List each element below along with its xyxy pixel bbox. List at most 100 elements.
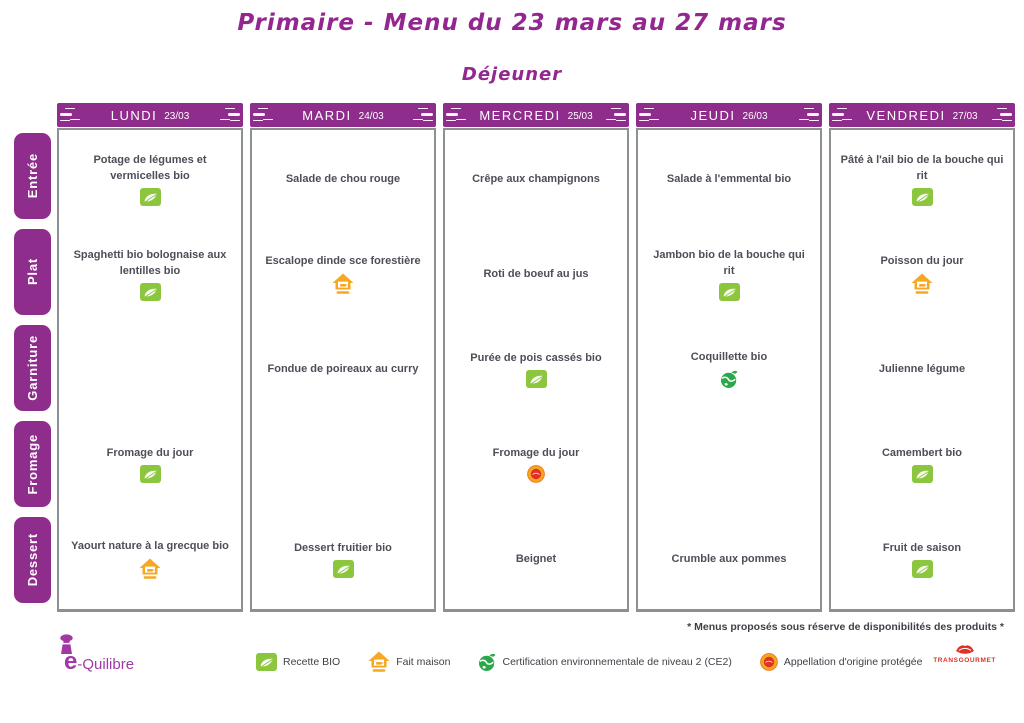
dish-name: Spaghetti bio bolognaise aux lentilles b… <box>73 249 227 277</box>
day-column-lundi: LUNDI 23/03 Potage de légumes et vermicell… <box>57 103 243 612</box>
menu-cell-entree-mardi: Salade de chou rouge <box>252 132 434 227</box>
dish-name: Escalope dinde sce forestière <box>265 254 421 267</box>
day-name: LUNDI <box>110 107 158 123</box>
recette-bio-icon <box>525 370 547 389</box>
dish-name: Purée de pois cassés bio <box>470 351 602 364</box>
ce2-certification-icon <box>478 653 496 672</box>
aop-icon <box>760 653 778 671</box>
icon-legend: Recette BIO Fait maison Certification envi… <box>256 651 922 673</box>
day-column-vendredi: VENDREDI 27/03 Pâté à l'ail bio de la bouc… <box>829 103 1015 612</box>
recette-bio-icon <box>139 465 161 484</box>
dish-name: Fondue de poireaux au curry <box>267 362 419 375</box>
menu-cell-plat-jeudi: Jambon bio de la bouche qui rit <box>638 227 820 322</box>
menu-cell-fromage-mardi <box>252 417 434 512</box>
row-label-dessert: Dessert <box>14 517 51 603</box>
brush-splatter-icon <box>807 113 819 116</box>
recette-bio-icon <box>911 465 933 484</box>
equilibre-logo-letter: e <box>64 648 78 675</box>
dish-name: Coquillette bio <box>690 351 768 364</box>
brush-splatter-icon <box>614 113 626 116</box>
dish-name: Fruit de saison <box>882 541 962 554</box>
menu-cell-plat-mardi: Escalope dinde sce forestière <box>252 227 434 322</box>
brush-splatter-icon <box>446 113 458 116</box>
day-name: MERCREDI <box>479 107 561 123</box>
row-label-text: Garniture <box>25 335 40 401</box>
transgourmet-logo: TRANSGOURMET <box>933 643 996 664</box>
transgourmet-icon <box>954 643 976 656</box>
day-name: JEUDI <box>690 107 736 123</box>
menu-cell-dessert-mercredi: Beignet <box>445 512 627 607</box>
day-name: MARDI <box>302 107 352 123</box>
day-header-mercredi: MERCREDI 25/03 <box>443 103 629 127</box>
day-header-mardi: MARDI 24/03 <box>250 103 436 127</box>
legend-item-recette-bio: Recette BIO <box>256 653 340 671</box>
day-date: 27/03 <box>952 110 978 122</box>
recette-bio-icon <box>911 560 933 579</box>
equilibre-logo-text: -Quilibre <box>77 655 135 673</box>
fait-maison-icon <box>368 651 390 673</box>
menu-cell-entree-jeudi: Salade à l'emmental bio <box>638 132 820 227</box>
legend-label: Recette BIO <box>283 656 341 668</box>
legend-label: Fait maison <box>396 656 451 668</box>
brush-splatter-icon <box>228 113 240 116</box>
brush-splatter-icon <box>60 113 72 116</box>
dish-name: Poisson du jour <box>880 254 964 267</box>
menu-cell-plat-vendredi: Poisson du jour <box>831 227 1013 322</box>
day-header-vendredi: VENDREDI 27/03 <box>829 103 1015 127</box>
day-menu-box: Pâté à l'ail bio de la bouche qui rit Poi… <box>829 128 1015 612</box>
dish-name: Crêpe aux champignons <box>472 172 600 185</box>
day-date: 24/03 <box>358 110 384 122</box>
transgourmet-logo-text: TRANSGOURMET <box>933 657 996 664</box>
recette-bio-icon <box>139 187 161 206</box>
fait-maison-icon <box>911 273 933 295</box>
day-name: VENDREDI <box>866 107 946 123</box>
chef-icon <box>58 634 75 658</box>
menu-cell-entree-mercredi: Crêpe aux champignons <box>445 132 627 227</box>
brush-splatter-icon <box>1000 113 1012 116</box>
meal-subtitle: Déjeuner <box>461 64 563 85</box>
row-label-text: Dessert <box>25 533 40 587</box>
fait-maison-icon <box>332 273 354 295</box>
dish-name: Dessert fruitier bio <box>294 541 392 554</box>
equilibre-logo: e -Quilibre <box>58 634 134 674</box>
recette-bio-icon <box>332 560 354 579</box>
brush-splatter-icon <box>421 113 433 116</box>
row-label-fromage: Fromage <box>14 421 51 507</box>
dish-name: Crumble aux pommes <box>671 552 787 565</box>
legend-label: Appellation d'origine protégée <box>783 656 923 668</box>
day-header-jeudi: JEUDI 26/03 <box>636 103 822 127</box>
page-title: Primaire - Menu du 23 mars au 27 mars <box>237 10 787 36</box>
menu-cell-garniture-mercredi: Purée de pois cassés bio <box>445 322 627 417</box>
legend-item-fait-maison: Fait maison <box>368 651 450 673</box>
day-menu-box: Potage de légumes et vermicelles bio Spag… <box>57 128 243 612</box>
day-date: 25/03 <box>567 110 593 122</box>
dish-name: Pâté à l'ail bio de la bouche qui rit <box>840 154 1004 182</box>
dish-name: Julienne légume <box>878 362 966 375</box>
legend-label: Certification environnementale de niveau… <box>502 656 732 668</box>
row-labels-column: Entrée Plat Garniture Fromage Dessert <box>14 133 51 603</box>
menu-cell-dessert-lundi: Yaourt nature à la grecque bio <box>59 512 241 607</box>
menu-cell-garniture-vendredi: Julienne légume <box>831 322 1013 417</box>
day-menu-box: Salade de chou rouge Escalope dinde sce f… <box>250 128 436 612</box>
day-menu-box: Crêpe aux champignons Roti de boeuf au ju… <box>443 128 629 612</box>
menu-cell-dessert-vendredi: Fruit de saison <box>831 512 1013 607</box>
menu-cell-fromage-jeudi <box>638 417 820 512</box>
dish-name: Fromage du jour <box>492 446 580 459</box>
menu-grid: LUNDI 23/03 Potage de légumes et vermicell… <box>57 103 1015 612</box>
dish-name: Camembert bio <box>881 446 963 459</box>
day-column-jeudi: JEUDI 26/03 Salade à l'emmental bio Jambon … <box>636 103 822 612</box>
menu-cell-garniture-jeudi: Coquillette bio <box>638 322 820 417</box>
row-label-text: Plat <box>25 258 40 286</box>
menu-cell-garniture-lundi <box>59 322 241 417</box>
legend-item-certification-environnementale-de-niveau-2-ce2: Certification environnementale de niveau… <box>478 653 732 672</box>
dish-name: Potage de légumes et vermicelles bio <box>93 154 207 182</box>
menu-cell-fromage-mercredi: Fromage du jour <box>445 417 627 512</box>
dish-name: Salade à l'emmental bio <box>666 172 792 185</box>
recette-bio-icon <box>139 282 161 301</box>
menu-cell-garniture-mardi: Fondue de poireaux au curry <box>252 322 434 417</box>
row-label-text: Fromage <box>25 433 40 495</box>
menu-cell-fromage-vendredi: Camembert bio <box>831 417 1013 512</box>
menu-cell-dessert-jeudi: Crumble aux pommes <box>638 512 820 607</box>
day-date: 26/03 <box>742 110 768 122</box>
menu-cell-dessert-mardi: Dessert fruitier bio <box>252 512 434 607</box>
